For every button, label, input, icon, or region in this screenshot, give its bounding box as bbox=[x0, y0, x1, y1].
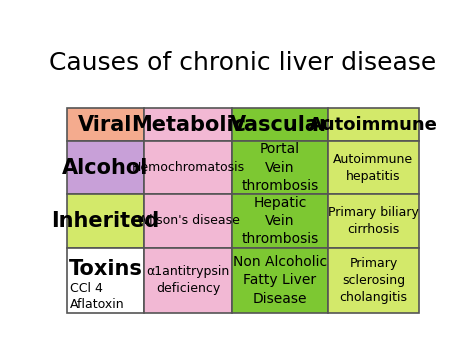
Bar bbox=[144, 194, 232, 248]
Bar bbox=[66, 108, 144, 141]
Text: Inherited: Inherited bbox=[51, 211, 160, 231]
Text: α1antitrypsin
deficiency: α1antitrypsin deficiency bbox=[146, 266, 230, 295]
Bar bbox=[328, 248, 419, 313]
Bar bbox=[144, 248, 232, 313]
Bar bbox=[328, 141, 419, 194]
Text: Vascular: Vascular bbox=[230, 115, 330, 135]
Text: Wilson's disease: Wilson's disease bbox=[137, 214, 240, 228]
Text: Toxins: Toxins bbox=[68, 258, 142, 279]
Text: Portal
Vein
thrombosis: Portal Vein thrombosis bbox=[241, 142, 319, 193]
Text: CCl 4
Aflatoxin: CCl 4 Aflatoxin bbox=[70, 282, 125, 311]
Bar bbox=[144, 108, 232, 141]
Bar bbox=[328, 108, 419, 141]
Bar bbox=[328, 194, 419, 248]
Bar bbox=[66, 141, 144, 194]
Bar bbox=[232, 141, 328, 194]
Text: Alcohol: Alcohol bbox=[62, 158, 148, 178]
Bar bbox=[232, 108, 328, 141]
Bar bbox=[66, 194, 144, 248]
Text: Hemochromatosis: Hemochromatosis bbox=[132, 161, 245, 174]
Bar bbox=[144, 141, 232, 194]
Bar bbox=[232, 248, 328, 313]
Text: Primary biliary
cirrhosis: Primary biliary cirrhosis bbox=[328, 206, 419, 236]
Bar bbox=[66, 248, 144, 313]
Text: Hepatic
Vein
thrombosis: Hepatic Vein thrombosis bbox=[241, 196, 319, 246]
Text: Primary
sclerosing
cholangitis: Primary sclerosing cholangitis bbox=[339, 257, 408, 304]
Text: Metabolic: Metabolic bbox=[131, 115, 246, 135]
Bar bbox=[232, 194, 328, 248]
Text: Autoimmune
hepatitis: Autoimmune hepatitis bbox=[333, 153, 413, 183]
Text: Non Alcoholic
Fatty Liver
Disease: Non Alcoholic Fatty Liver Disease bbox=[233, 255, 327, 306]
Text: Viral: Viral bbox=[78, 115, 133, 135]
Text: Causes of chronic liver disease: Causes of chronic liver disease bbox=[49, 51, 437, 75]
Text: Autoimmune: Autoimmune bbox=[309, 116, 438, 133]
